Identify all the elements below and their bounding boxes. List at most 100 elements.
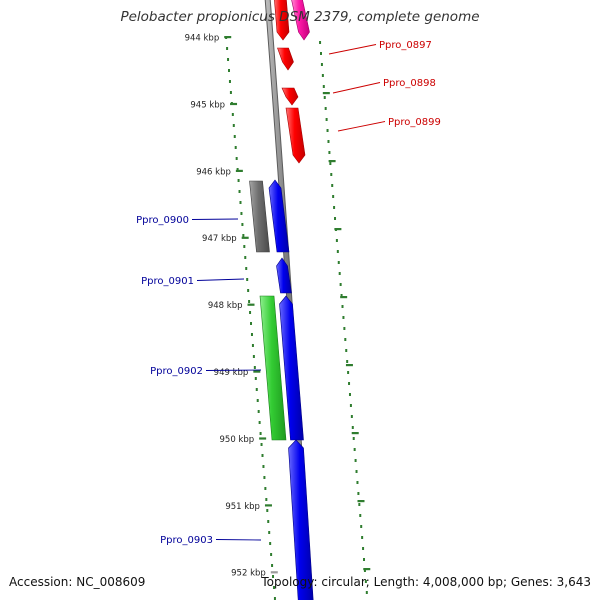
gene-label-ppro_0902[interactable]: Ppro_0902 bbox=[150, 366, 203, 377]
gene-label-leader bbox=[215, 539, 262, 541]
gene-magenta[interactable] bbox=[291, 0, 310, 41]
ring-dot bbox=[233, 135, 236, 138]
gene-label-leader bbox=[332, 82, 381, 94]
gene-blue-1[interactable] bbox=[268, 179, 290, 253]
gene-red-4[interactable] bbox=[285, 107, 306, 164]
outer-ruler-tick bbox=[340, 296, 348, 299]
ring-dot bbox=[342, 316, 345, 319]
ring-dot bbox=[242, 234, 245, 237]
ruler-tick-label: 946 kbp bbox=[196, 167, 231, 177]
gene-label-leader bbox=[196, 278, 245, 281]
ring-dot bbox=[252, 355, 255, 358]
ruler-tick-label: 949 kbp bbox=[214, 368, 249, 378]
ring-dot bbox=[326, 129, 329, 132]
ring-dot bbox=[328, 151, 331, 154]
ring-dot bbox=[363, 558, 366, 561]
ring-dot bbox=[232, 124, 235, 127]
ring-dot bbox=[269, 542, 272, 545]
ring-dot bbox=[320, 63, 323, 66]
ring-dot bbox=[339, 283, 342, 286]
ring-dot bbox=[236, 168, 239, 171]
ring-dot bbox=[270, 553, 273, 556]
ring-dot bbox=[257, 410, 260, 413]
ring-dot bbox=[253, 366, 256, 369]
ruler-tick-label: 950 kbp bbox=[220, 435, 255, 445]
gene-label-ppro_0903[interactable]: Ppro_0903 bbox=[160, 535, 213, 546]
gene-label-ppro_0900[interactable]: Ppro_0900 bbox=[136, 215, 189, 226]
gene-red-3[interactable] bbox=[281, 87, 299, 106]
gene-gray[interactable] bbox=[249, 180, 270, 253]
gene-blue-4[interactable] bbox=[288, 439, 314, 600]
ring-dot bbox=[347, 371, 350, 374]
ring-dot bbox=[231, 113, 234, 116]
ring-dot bbox=[341, 305, 344, 308]
ring-dot bbox=[335, 239, 338, 242]
ring-dot bbox=[266, 509, 269, 512]
gene-label-ppro_0897[interactable]: Ppro_0897 bbox=[379, 40, 432, 51]
gene-red-1[interactable] bbox=[274, 0, 290, 41]
gene-green[interactable] bbox=[259, 295, 287, 441]
ruler-tick bbox=[253, 370, 261, 373]
ring-dot bbox=[227, 58, 230, 61]
ruler-tick-label: 948 kbp bbox=[208, 301, 243, 311]
ring-dot bbox=[365, 591, 368, 594]
gene-red-2[interactable] bbox=[277, 47, 294, 71]
ring-dot bbox=[354, 459, 357, 462]
ring-dot bbox=[359, 514, 362, 517]
ring-dot bbox=[237, 179, 240, 182]
ring-dot bbox=[241, 223, 244, 226]
ring-dot bbox=[254, 377, 257, 380]
ring-dot bbox=[226, 47, 229, 50]
ring-dot bbox=[319, 41, 322, 44]
gene-blue-3[interactable] bbox=[279, 295, 304, 441]
ring-dot bbox=[343, 327, 346, 330]
ring-dot bbox=[261, 454, 264, 457]
ring-dot bbox=[228, 69, 231, 72]
gene-label-ppro_0899[interactable]: Ppro_0899 bbox=[388, 117, 441, 128]
ring-dot bbox=[267, 520, 270, 523]
ruler-tick bbox=[259, 437, 267, 440]
ring-dot bbox=[329, 162, 332, 165]
ring-dot bbox=[234, 146, 237, 149]
ring-dot bbox=[362, 547, 365, 550]
ring-dot bbox=[355, 470, 358, 473]
ring-dot bbox=[333, 206, 336, 209]
ring-dot bbox=[322, 85, 325, 88]
ring-dot bbox=[336, 250, 339, 253]
ring-dot bbox=[344, 338, 347, 341]
ring-dot bbox=[364, 580, 367, 583]
ring-dot bbox=[332, 195, 335, 198]
ruler-tick-label: 952 kbp bbox=[231, 569, 266, 579]
ring-dot bbox=[272, 586, 275, 589]
ring-dot bbox=[273, 597, 276, 600]
ring-dot bbox=[244, 256, 247, 259]
ring-dot bbox=[272, 575, 275, 578]
map-title: Pelobacter propionicus DSM 2379, complet… bbox=[120, 9, 480, 25]
ring-dot bbox=[330, 173, 333, 176]
outer-ruler-tick bbox=[322, 92, 330, 95]
ring-dot bbox=[260, 443, 263, 446]
ring-dot bbox=[249, 311, 252, 314]
ring-dot bbox=[271, 564, 274, 567]
gene-label-leader bbox=[328, 44, 377, 55]
gene-blue-2[interactable] bbox=[276, 257, 292, 294]
gene-label-leader bbox=[191, 218, 239, 220]
gene-label-leader bbox=[205, 369, 262, 371]
ruler-tick bbox=[264, 504, 272, 507]
ring-dot bbox=[349, 404, 352, 407]
ring-dot bbox=[243, 245, 246, 248]
gene-label-leader bbox=[337, 121, 386, 132]
ring-dot bbox=[240, 212, 243, 215]
ruler-tick-label: 945 kbp bbox=[190, 100, 225, 110]
topology-info: Topology: circular; Length: 4,008,000 bp… bbox=[261, 575, 591, 589]
gene-label-ppro_0898[interactable]: Ppro_0898 bbox=[383, 78, 436, 89]
ring-dot bbox=[351, 426, 354, 429]
ring-dot bbox=[245, 267, 248, 270]
gene-label-ppro_0901[interactable]: Ppro_0901 bbox=[141, 276, 194, 287]
ring-dot bbox=[323, 96, 326, 99]
ring-dot bbox=[338, 272, 341, 275]
ring-dot bbox=[255, 388, 258, 391]
outer-ruler-tick bbox=[351, 432, 359, 435]
ring-dot bbox=[348, 393, 351, 396]
